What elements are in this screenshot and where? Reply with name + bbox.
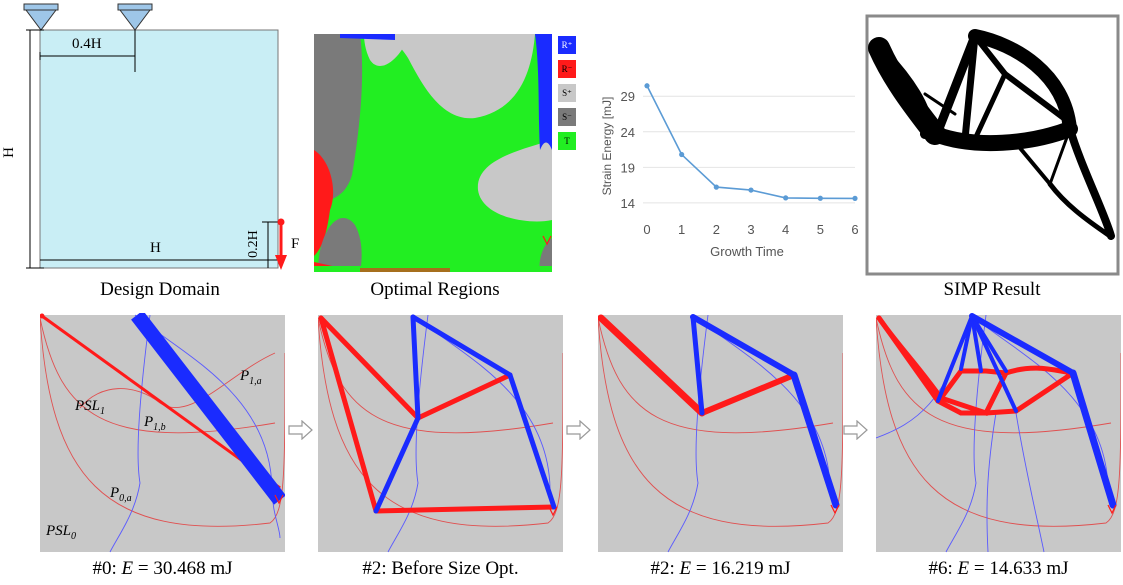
optimal-regions-panel: R⁺ R⁻ S⁺ S⁻ T Optimal Regions [300, 0, 590, 305]
dim-height-label: H [0, 147, 17, 158]
simp-caption: SIMP Result [943, 279, 1041, 300]
optimal-regions-caption: Optimal Regions [370, 279, 500, 300]
x-tick-label: 1 [678, 222, 685, 237]
legend-t: T [564, 136, 570, 146]
stage-3-caption: #6: E = 14.633 mJ [928, 558, 1069, 579]
stage-1-caption: #2: Before Size Opt. [362, 558, 519, 579]
design-domain-caption: Design Domain [100, 279, 220, 300]
p1a-label: P1,a [240, 368, 262, 387]
chart-svg: 29 24 19 14 0 1 2 3 4 5 6 Growth Time Strain Energy … [600, 83, 859, 259]
y-tick-label: 29 [621, 89, 635, 104]
arrow-right-icon [843, 420, 868, 440]
design-domain-figure [23, 3, 287, 270]
data-point [783, 195, 789, 201]
y-tick-label: 24 [621, 125, 635, 140]
data-point [817, 195, 823, 201]
data-point [713, 184, 719, 190]
stage-2-panel: #2: E = 16.219 mJ [597, 313, 844, 585]
stage-3-figure [875, 313, 1122, 553]
load-label: F [291, 236, 300, 252]
design-domain-panel: 0.4H H H 0.2H F Design Domain [0, 0, 299, 305]
legend-r-plus: R⁺ [561, 40, 573, 50]
simp-figure [865, 14, 1120, 276]
x-tick-label: 4 [782, 222, 789, 237]
stage-0-figure [39, 310, 286, 553]
dim-load-height-label: 0.2H [245, 230, 261, 258]
x-tick-label: 3 [747, 222, 754, 237]
psl1-label: PSL1 [75, 398, 106, 417]
x-tick-label: 6 [851, 222, 858, 237]
series-line [646, 85, 856, 200]
legend-s-minus: S⁻ [562, 112, 572, 122]
simp-panel: SIMP Result [865, 14, 1120, 309]
psl0-label: PSL0 [46, 523, 77, 542]
domain-rect [39, 29, 279, 269]
y-tick-label: 14 [621, 196, 635, 211]
x-tick-label: 5 [817, 222, 824, 237]
support-right-icon [117, 3, 153, 31]
legend-r-minus: R⁻ [561, 64, 573, 74]
data-point [679, 151, 685, 158]
stage-0-caption: #0: E = 30.468 mJ [92, 558, 233, 579]
y-axis-label: Strain Energy [mJ] [600, 97, 614, 196]
x-tick-label: 0 [643, 222, 650, 237]
optimal-regions-figure [314, 34, 576, 272]
stage-1-panel: #2: Before Size Opt. [317, 313, 564, 585]
data-point [644, 83, 650, 89]
legend-s-plus: S⁺ [562, 88, 572, 98]
strain-energy-chart: 29 24 19 14 0 1 2 3 4 5 6 Growth Time Strain Energy … [585, 70, 870, 260]
support-left-icon [23, 3, 59, 31]
data-point [852, 195, 858, 201]
arrow-right-icon [566, 420, 591, 440]
stage-0-panel: PSL1 P1,a P1,b P0,a PSL0 #0: E = 30.468 … [39, 310, 286, 585]
data-point [748, 187, 754, 193]
arrow-right-icon [288, 420, 313, 440]
stage-1-figure [317, 314, 564, 553]
y-tick-label: 19 [621, 160, 635, 175]
dim-width-label: H [150, 240, 161, 256]
stage-3-panel: #6: E = 14.633 mJ [875, 313, 1122, 585]
dim-support-spacing-label: 0.4H [72, 36, 102, 52]
x-tick-label: 2 [713, 222, 720, 237]
stage-2-caption: #2: E = 16.219 mJ [650, 558, 791, 579]
x-axis-label: Growth Time [710, 244, 784, 259]
stage-2-figure [597, 314, 844, 553]
p1b-label: P1,b [144, 414, 166, 433]
p0a-label: P0,a [110, 485, 132, 504]
